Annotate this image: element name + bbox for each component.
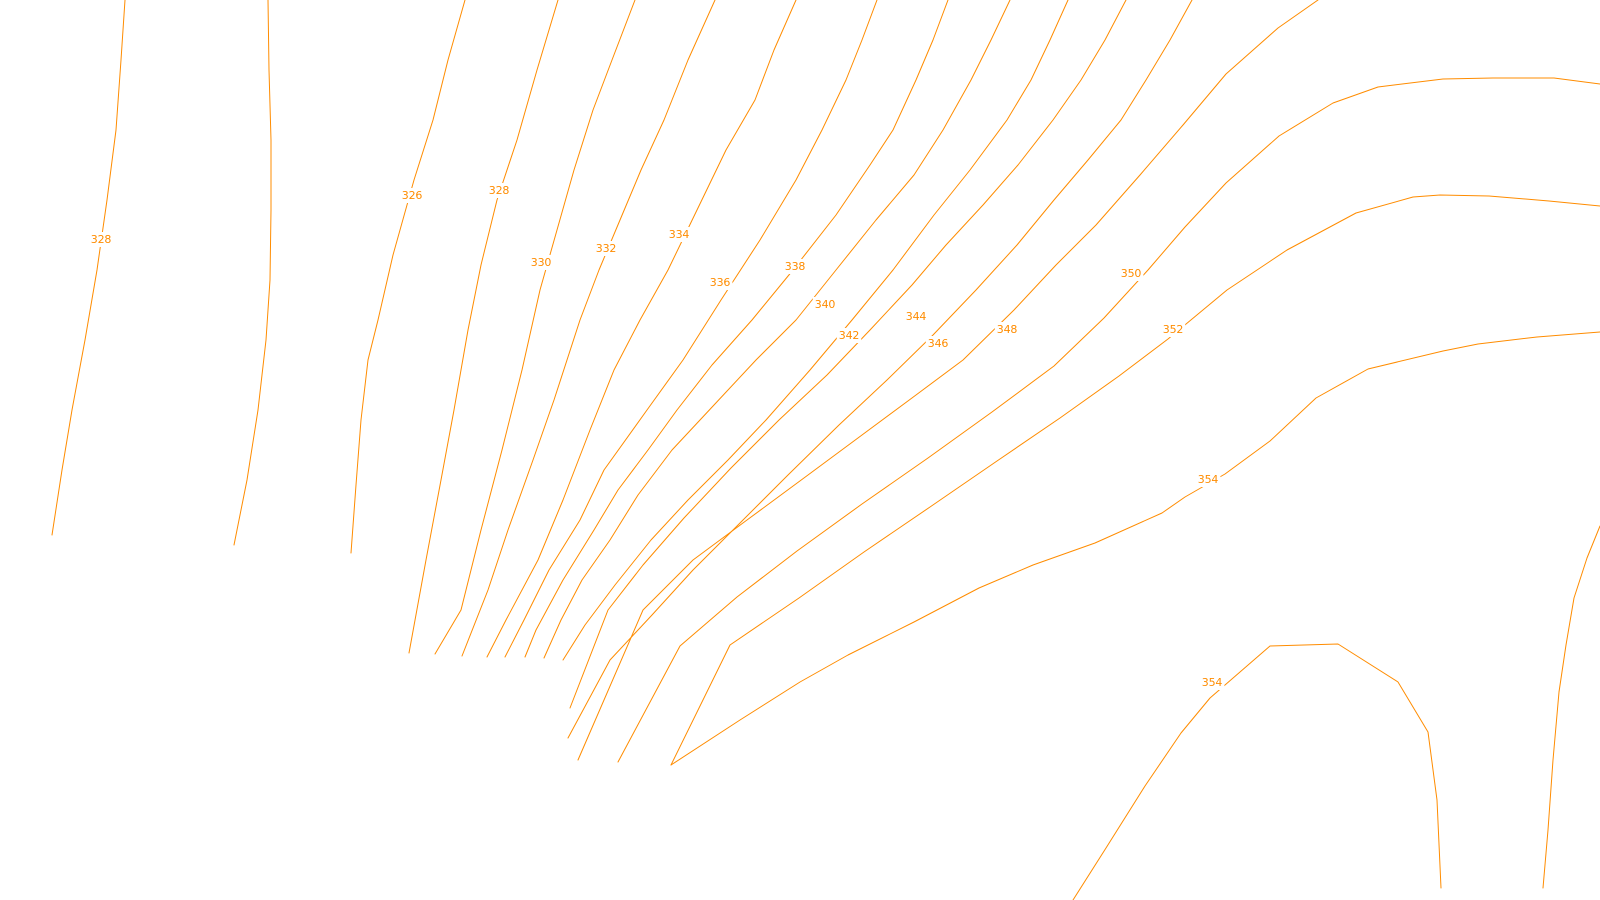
label-halo [782,259,808,274]
contour-label-332: 332 [596,242,616,255]
contour-line-328-left [51,0,126,536]
contour-lines [51,0,1600,900]
contour-label-330: 330 [531,256,552,269]
contour-line-332 [461,0,716,657]
contour-line-340 [543,0,1011,659]
contour-label-328-left: 328 [91,233,112,246]
contour-line-334 [486,0,797,658]
label-halo [1199,675,1225,690]
contour-label-352: 352 [1163,323,1183,336]
contour-line-328 [408,0,559,654]
contour-line-346 [567,0,1193,739]
contour-label-348: 348 [997,323,1018,336]
contour-line-342 [562,0,1069,661]
contour-label-338: 338 [785,260,806,273]
label-halo [707,275,733,290]
contour-line-right-edge [1542,525,1600,889]
contour-labels: 328 326 328 330 332 334 336 338 340 342 … [88,183,1225,690]
label-halo [1195,472,1221,487]
label-halo [399,188,425,203]
contour-line-354-lower [1072,643,1442,900]
contour-label-354-lower: 354 [1202,676,1223,689]
contour-label-326: 326 [402,189,423,202]
label-halo [1118,266,1144,281]
contour-line-326 [350,0,466,554]
contour-line-left-2 [233,0,272,546]
contour-line-348 [577,0,1319,761]
contour-label-336: 336 [710,276,731,289]
contour-label-350: 350 [1121,267,1142,280]
contour-line-352 [670,194,1600,766]
label-halo [1160,322,1186,337]
label-halo [88,232,114,247]
contour-label-346: 346 [928,337,949,350]
label-halo [925,336,951,351]
contour-line-344 [569,0,1127,709]
label-halo [528,255,554,270]
contour-line-354-upper [670,331,1600,766]
contour-line-338 [524,0,949,658]
label-halo [994,322,1020,337]
contour-label-342: 342 [839,329,859,342]
contour-label-340: 340 [815,298,836,311]
label-halo [812,297,838,312]
contour-line-350 [617,77,1600,763]
label-halo [486,183,512,198]
contour-label-354-upper: 354 [1198,473,1219,486]
contour-line-330 [434,0,636,655]
label-halo [666,227,692,242]
label-halo [903,309,929,324]
contour-label-328: 328 [489,184,510,197]
label-halo [593,241,619,256]
contour-line-336 [504,0,878,658]
label-halo [836,328,862,343]
contour-label-344: 344 [906,310,927,323]
contour-label-334: 334 [669,228,690,241]
